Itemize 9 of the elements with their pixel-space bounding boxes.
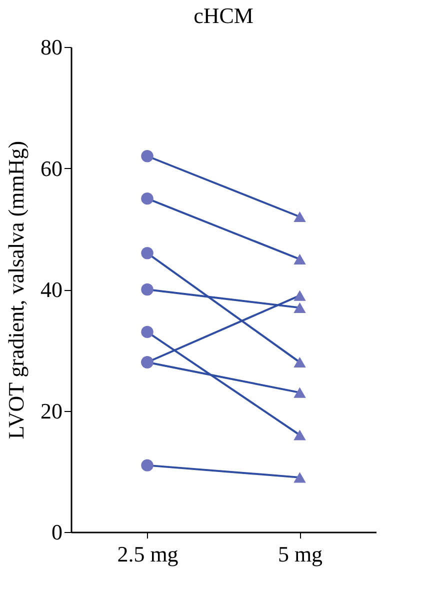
y-tick-label: 60	[40, 156, 62, 181]
y-tick-label: 80	[40, 34, 62, 60]
x-tick-label: 2.5 mg	[117, 542, 178, 566]
chart-title: cHCM	[194, 3, 254, 28]
y-tick-label: 0	[52, 520, 62, 544]
y-tick-label: 20	[40, 398, 62, 424]
y-tick-label: 40	[40, 277, 62, 302]
y-axis-title: LVOT gradient, valsalva (mmHg)	[4, 140, 28, 440]
x-tick-label: 5 mg	[278, 542, 323, 566]
